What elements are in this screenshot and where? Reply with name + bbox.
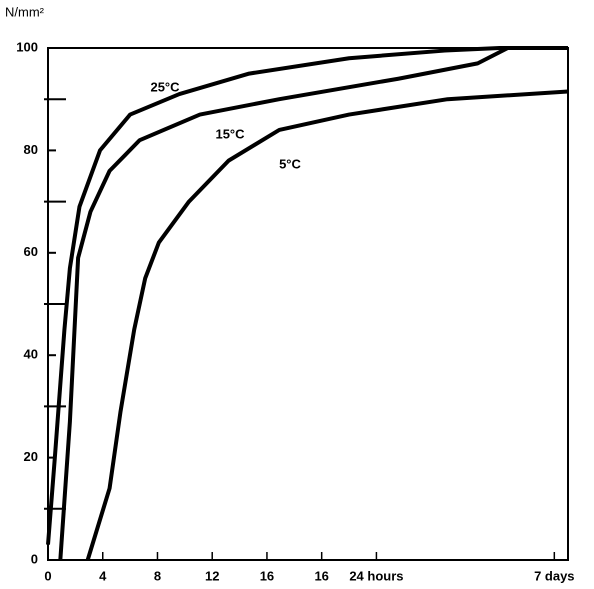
curve	[85, 89, 569, 561]
curve	[58, 46, 568, 561]
curve	[46, 46, 568, 545]
x-tick-label: 16	[260, 568, 274, 583]
x-tick-label: 12	[205, 568, 219, 583]
y-tick-label: 20	[24, 449, 38, 464]
y-tick-label: 40	[24, 347, 38, 362]
x-tick-label: 24 hours	[349, 568, 403, 583]
y-tick-label: 80	[24, 142, 38, 157]
x-tick-label: 8	[154, 568, 161, 583]
y-tick-label: 100	[16, 39, 38, 54]
x-tick-label: 4	[99, 568, 107, 583]
curve-label: 25°C	[150, 79, 180, 94]
x-tick-label: 0	[44, 568, 51, 583]
x-tick-label: 16	[314, 568, 328, 583]
x-tick-label: 7 days	[534, 568, 574, 583]
y-axis-label: N/mm²	[5, 4, 45, 19]
y-tick-label: 60	[24, 244, 38, 259]
y-tick-label: 0	[31, 551, 38, 566]
curve-label: 5°C	[279, 156, 301, 171]
curve-label: 15°C	[215, 126, 245, 141]
